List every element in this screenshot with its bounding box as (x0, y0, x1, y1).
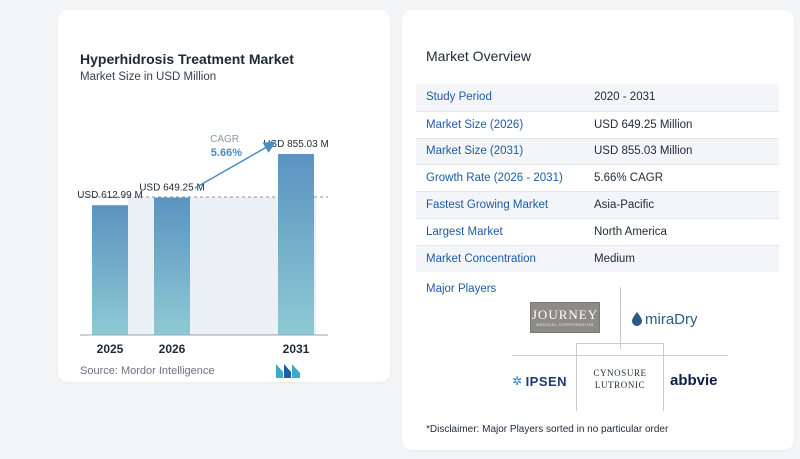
overview-title: Market Overview (426, 48, 532, 64)
chart-subtitle: Market Size in USD Million (80, 71, 217, 83)
overview-label: Growth Rate (2026 - 2031) (426, 172, 563, 185)
bar-value-label: USD 649.25 M (139, 183, 205, 194)
divider-horizontal (512, 355, 728, 356)
overview-value: USD 649.25 Million (594, 118, 693, 131)
cagr-label: CAGR (210, 134, 239, 145)
chart-title: Hyperhidrosis Treatment Market (80, 51, 294, 67)
overview-row: Study Period 2020 - 2031 (416, 84, 779, 111)
journey-logo: JOURNEY MEDICAL CORPORATION (530, 302, 600, 333)
cagr-value: 5.66% (211, 147, 242, 159)
overview-value: 2020 - 2031 (594, 91, 656, 104)
overview-row: Market Size (2026) USD 649.25 Million (416, 110, 779, 138)
bar-2031 (278, 154, 314, 335)
major-players-title: Major Players (426, 283, 497, 295)
overview-label: Market Size (2026) (426, 118, 524, 131)
overview-table: Study Period 2020 - 2031 Market Size (20… (416, 84, 779, 272)
overview-row: Market Size (2031) USD 855.03 Million (416, 137, 779, 165)
overview-row: Largest Market North America (416, 217, 779, 245)
overview-value: North America (594, 225, 667, 238)
bar-2025 (92, 205, 128, 335)
cynosure-lutronic-logo: CYNOSURE LUTRONIC (580, 361, 660, 397)
journey-logo-subtext: MEDICAL CORPORATION (536, 322, 594, 327)
divider-vertical-top (620, 287, 621, 349)
abbvie-logo: abbvie (670, 370, 718, 390)
overview-label: Largest Market (426, 225, 503, 238)
bar-chart: USD 612.99 M 2025 USD 649.25 M 2026 USD 855.… (77, 134, 329, 356)
overview-value: Medium (594, 252, 635, 265)
bar-value-label: USD 612.99 M (77, 190, 143, 201)
x-tick-label: 2025 (97, 342, 124, 356)
abbvie-logo-text: abbvie (670, 371, 718, 389)
overview-row: Market Concentration Medium (416, 244, 779, 272)
market-chart-card: Hyperhidrosis Treatment Market Market Si… (58, 10, 390, 382)
disclaimer: *Disclaimer: Major Players sorted in no … (426, 424, 669, 435)
chart-source: Source: Mordor Intelligence (80, 365, 215, 377)
ipsen-mark-icon: ✲ (512, 374, 523, 388)
lutronic-logo-text: LUTRONIC (594, 380, 646, 390)
miradry-logo-text: miraDry (645, 310, 698, 328)
x-tick-label: 2026 (159, 342, 186, 356)
bar-value-label: USD 855.03 M (263, 139, 329, 150)
miradry-logo: miraDry (632, 306, 698, 332)
divider-center-box (576, 343, 664, 411)
overview-label: Study Period (426, 91, 492, 104)
overview-value: USD 855.03 Million (594, 145, 693, 158)
overview-row: Growth Rate (2026 - 2031) 5.66% CAGR (416, 164, 779, 191)
market-overview-card: Market Overview Study Period 2020 - 2031… (402, 10, 794, 450)
journey-logo-text: JOURNEY (531, 307, 599, 322)
overview-value: 5.66% CAGR (594, 172, 664, 185)
mordor-logo-icon (276, 364, 300, 378)
overview-label: Market Concentration (426, 252, 536, 265)
ipsen-logo-text: IPSEN (525, 373, 568, 389)
cynosure-logo-text: CYNOSURE (593, 368, 647, 378)
overview-label: Fastest Growing Market (426, 199, 549, 212)
cagr-arrow (194, 141, 276, 189)
overview-value: Asia-Pacific (594, 199, 655, 212)
bar-2026 (154, 197, 190, 335)
x-tick-label: 2031 (283, 342, 310, 356)
overview-label: Market Size (2031) (426, 145, 524, 158)
droplet-icon (632, 312, 642, 326)
ipsen-logo: ✲ IPSEN (512, 372, 567, 390)
overview-row: Fastest Growing Market Asia-Pacific (416, 191, 779, 218)
